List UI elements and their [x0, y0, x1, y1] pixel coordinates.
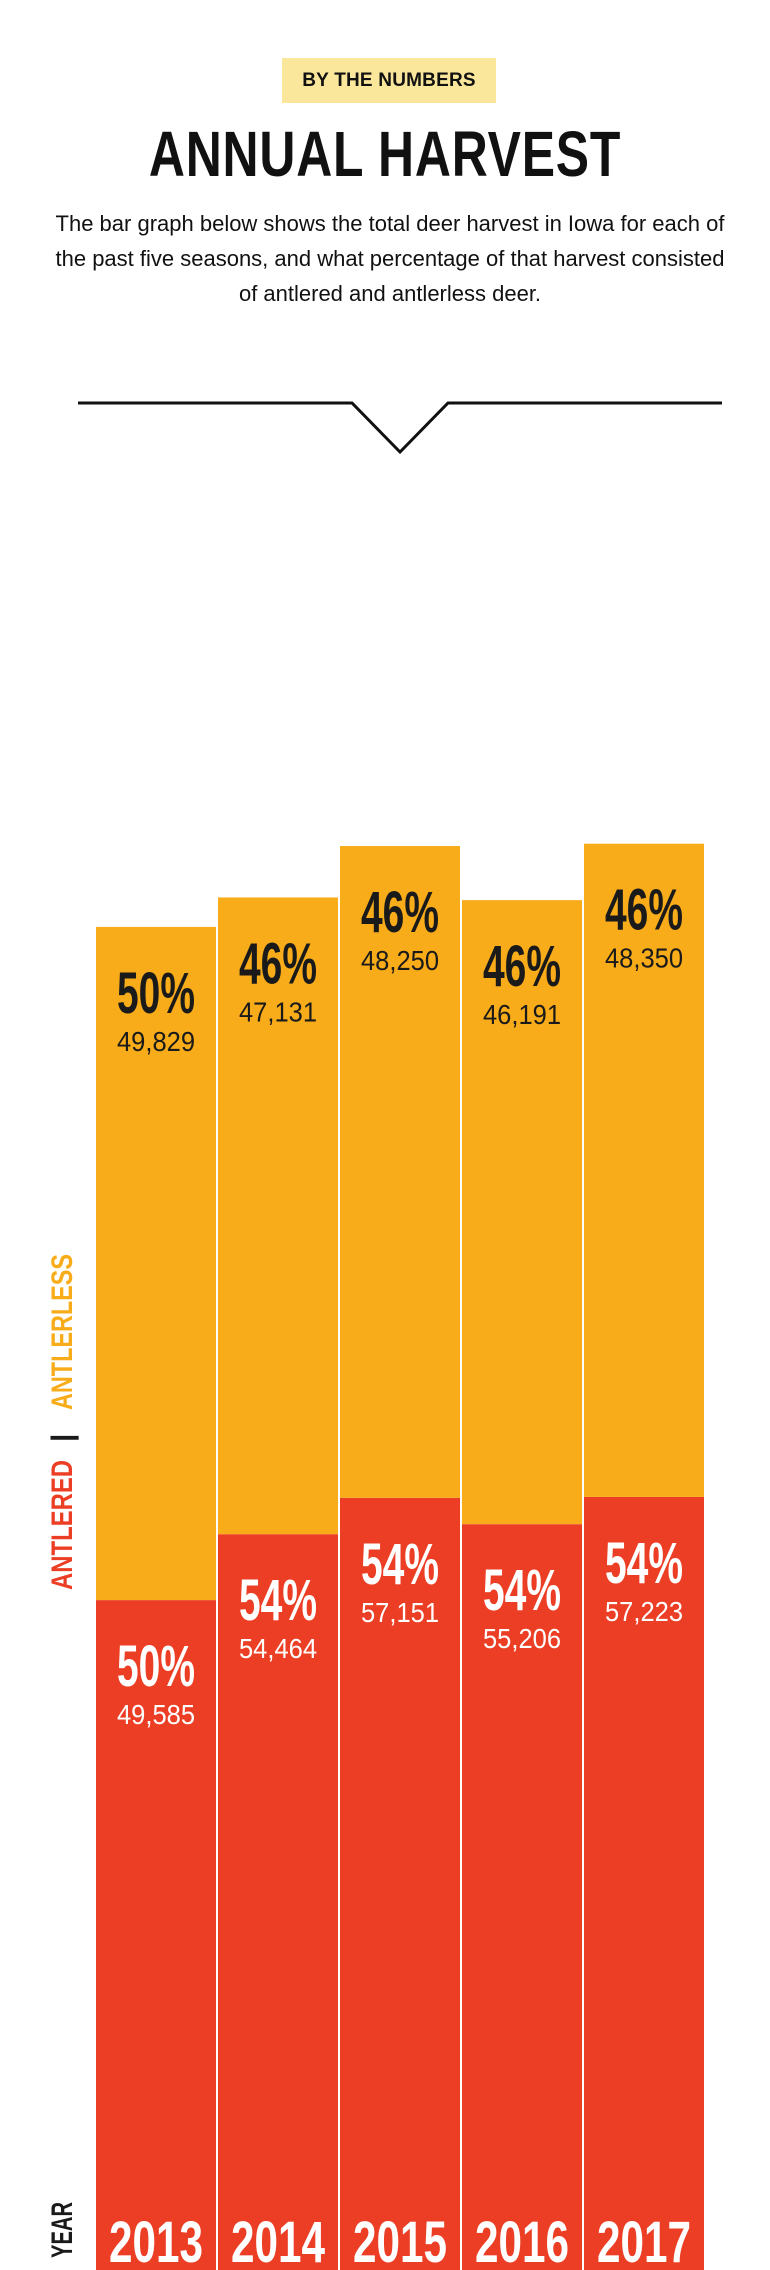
percent-label-antlered-2017: 54%: [605, 1531, 683, 1596]
year-tick-label-2017: 2017: [597, 2210, 691, 2270]
percent-label-antlered-2016: 54%: [483, 1558, 561, 1623]
value-label-antlered-2015: 57,151: [361, 1597, 439, 1628]
intro-text: The bar graph below shows the total deer…: [55, 211, 725, 306]
year-tick-label-2015: 2015: [353, 2210, 447, 2270]
legend-antlered: ANTLERED: [46, 1460, 79, 1590]
value-label-antlerless-2016: 46,191: [483, 999, 561, 1030]
percent-label-antlered-2014: 54%: [239, 1568, 317, 1633]
year-tick-label-2013: 2013: [109, 2210, 203, 2270]
bar-antlered-2015: [340, 1497, 460, 2270]
percent-label-antlerless-2015: 46%: [361, 880, 439, 945]
x-axis-label: YEAR: [46, 2202, 79, 2258]
bar-antlerless-2017: [584, 843, 704, 1497]
percent-label-antlerless-2017: 46%: [605, 878, 683, 943]
bar-antlered-2014: [218, 1534, 338, 2270]
bar-antlered-2013: [96, 1600, 216, 2270]
page-title: ANNUAL HARVEST: [148, 118, 622, 190]
legend-antlerless: ANTLERLESS: [46, 1254, 79, 1410]
legend-separator: |: [46, 1434, 79, 1442]
bar-antlerless-2016: [462, 900, 582, 1525]
value-label-antlerless-2013: 49,829: [117, 1026, 195, 1057]
bar-antlerless-2013: [96, 926, 216, 1601]
value-label-antlered-2014: 54,464: [239, 1633, 317, 1664]
percent-label-antlered-2013: 50%: [117, 1634, 195, 1699]
bar-antlerless-2015: [340, 846, 460, 1498]
bar-antlered-2017: [584, 1496, 704, 2270]
percent-label-antlered-2015: 54%: [361, 1532, 439, 1597]
percent-label-antlerless-2014: 46%: [239, 931, 317, 996]
value-label-antlerless-2014: 47,131: [239, 996, 317, 1027]
year-tick-label-2016: 2016: [475, 2210, 569, 2270]
year-tick-label-2014: 2014: [231, 2210, 325, 2270]
percent-label-antlerless-2013: 50%: [117, 961, 195, 1026]
value-label-antlerless-2015: 48,250: [361, 945, 439, 976]
bar-antlerless-2014: [218, 897, 338, 1535]
chevron-divider-line: [78, 401, 722, 455]
chevron-divider: [78, 401, 722, 455]
value-label-antlered-2013: 49,585: [117, 1699, 195, 1730]
percent-label-antlerless-2016: 46%: [483, 934, 561, 999]
section-badge: BY THE NUMBERS: [282, 58, 496, 103]
value-label-antlered-2016: 55,206: [483, 1623, 561, 1654]
value-label-antlerless-2017: 48,350: [605, 943, 683, 974]
bar-antlered-2016: [462, 1524, 582, 2270]
value-label-antlered-2017: 57,223: [605, 1596, 683, 1627]
